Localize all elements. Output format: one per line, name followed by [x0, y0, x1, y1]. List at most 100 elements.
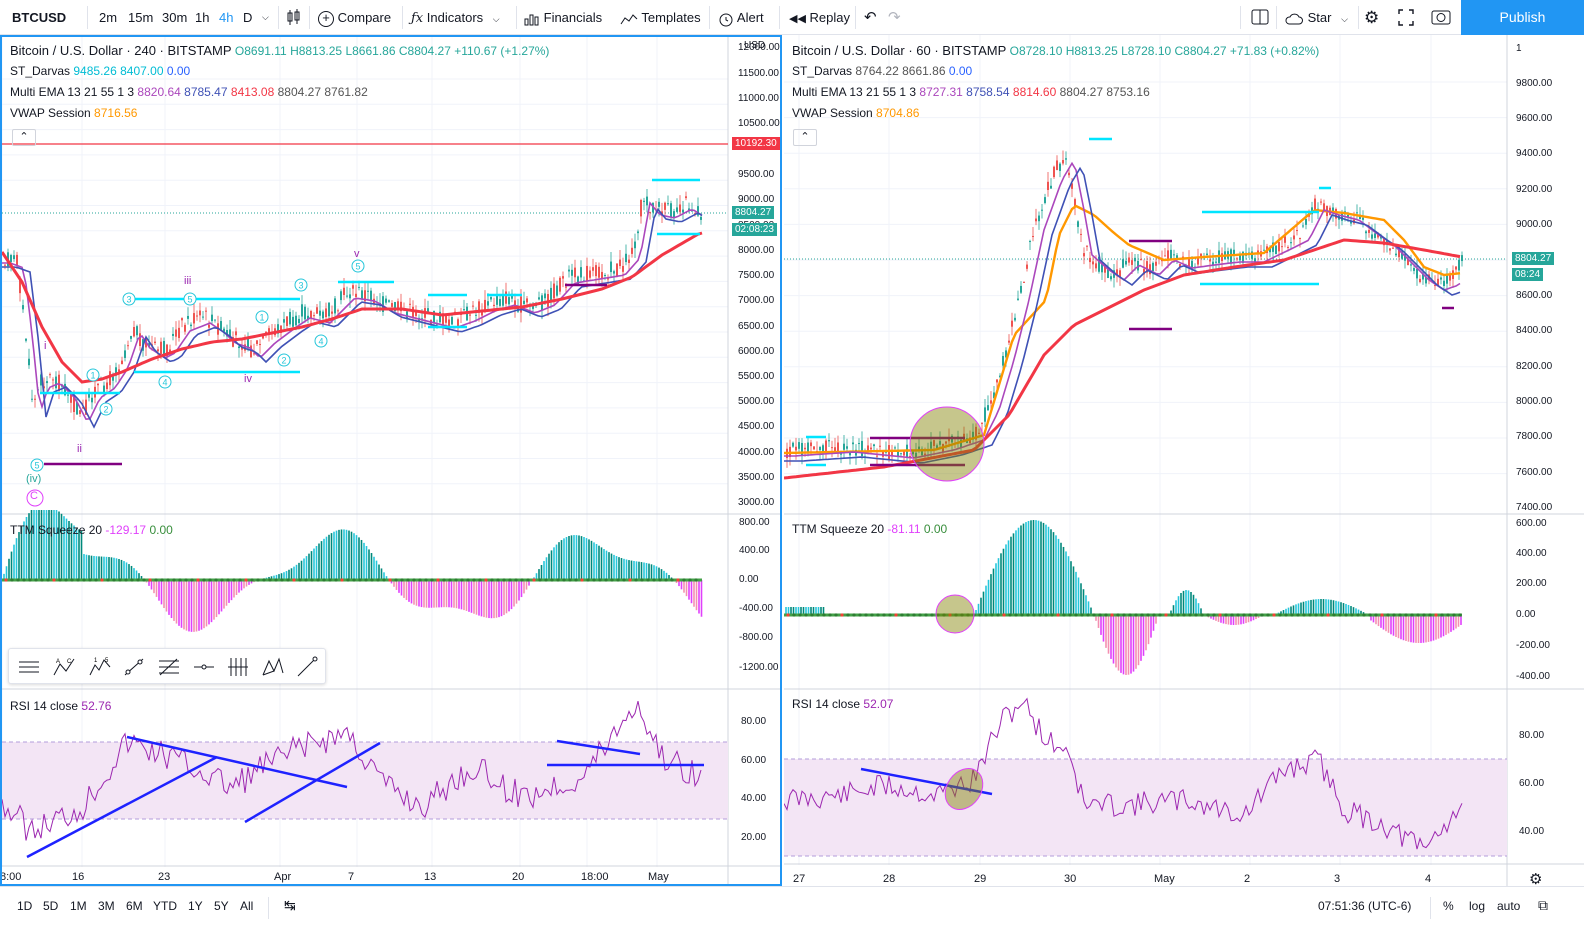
range-1y[interactable]: 1Y [188, 899, 203, 913]
symbol-search[interactable]: BTCUSD [12, 10, 67, 25]
horizontal-ray-icon[interactable] [192, 655, 216, 679]
compare-button[interactable]: + Compare [318, 0, 391, 35]
left-high: H8813.25 [290, 44, 343, 58]
line-tool-icon[interactable] [295, 655, 319, 679]
left-legend-ema[interactable]: Multi EMA 13 21 55 1 3 8820.64 8785.47 8… [10, 85, 368, 99]
squeeze-dot [508, 578, 512, 582]
range-3m[interactable]: 3M [98, 899, 115, 913]
right-legend-vwap[interactable]: VWAP Session 8704.86 [792, 106, 919, 120]
collapse-legend-button[interactable]: ⌃ [793, 129, 817, 146]
collapse-legend-button[interactable]: ⌃ [12, 129, 36, 146]
candle-body [295, 315, 297, 326]
left-price-tick-label: 7000.00 [738, 295, 775, 306]
left-time-label: 20 [512, 871, 525, 883]
fullscreen-icon[interactable] [1398, 0, 1414, 35]
right-time-label: 27 [793, 873, 806, 885]
goto-date-icon[interactable]: ↹ [284, 897, 296, 913]
left-currency-label: USD [744, 40, 766, 51]
templates-button[interactable]: Templates [620, 0, 701, 35]
candle-style-icon[interactable] [286, 0, 302, 35]
range-ytd[interactable]: YTD [153, 899, 177, 913]
right-price-tick-label: 8400.00 [1516, 325, 1553, 336]
range-all[interactable]: All [240, 899, 254, 913]
candle-body [891, 450, 893, 457]
left-legend-ttm[interactable]: TTM Squeeze 20 -129.17 0.00 [10, 523, 173, 537]
interval-4h[interactable]: 4h [219, 10, 234, 25]
candle-body [679, 204, 681, 212]
star-button[interactable]: Star ⌵ [1284, 0, 1348, 35]
redo-icon[interactable]: ↷ [888, 9, 901, 26]
left-legend-rsi[interactable]: RSI 14 close 52.76 [10, 699, 111, 713]
interval-1h[interactable]: 1h [195, 10, 210, 25]
candle-body [505, 291, 507, 304]
replay-button[interactable]: ◀◀ Replay [789, 0, 850, 35]
candle-body [163, 340, 165, 356]
alert-price-tag[interactable]: 10192.30 [732, 137, 780, 150]
right-chart-canvas[interactable] [784, 35, 1584, 886]
left-price-tick-label: 4000.00 [738, 447, 775, 458]
fullscreen-corner-icon[interactable]: ⧉ [1538, 897, 1548, 913]
interval-30m[interactable]: 30m [162, 10, 188, 25]
candle-body [1269, 247, 1271, 253]
range-5d[interactable]: 5D [43, 899, 59, 913]
right-legend-ttm[interactable]: TTM Squeeze 20 -81.11 0.00 [792, 522, 947, 536]
candle-body [1077, 221, 1079, 227]
right-chart-pane[interactable]: Bitcoin / U.S. Dollar · 60 · BITSTAMP O8… [784, 35, 1584, 886]
squeeze-dot [70, 578, 74, 582]
squeeze-dot [466, 578, 470, 582]
candle-body [975, 426, 977, 440]
indicators-button[interactable]: ƒx Indicators ⌵ [411, 0, 500, 35]
chevron-down-icon[interactable]: ⌵ [262, 12, 269, 22]
left-legend-vwap[interactable]: VWAP Session 8716.56 [10, 106, 137, 120]
squeeze-dot [1332, 613, 1336, 617]
interval-15m[interactable]: 15m [128, 10, 154, 25]
star-label: Star [1307, 10, 1332, 25]
range-5y[interactable]: 5Y [214, 899, 229, 913]
horizontal-lines-icon[interactable] [17, 655, 41, 679]
clock[interactable]: 07:51:36 (UTC-6) [1318, 899, 1412, 913]
gear-icon[interactable]: ⚙ [1529, 871, 1543, 886]
auto-toggle[interactable]: auto [1497, 899, 1521, 913]
right-legend-rsi[interactable]: RSI 14 close 52.07 [792, 697, 893, 711]
publish-button[interactable]: Publish [1461, 0, 1584, 35]
alert-button[interactable]: Alert [718, 0, 764, 35]
candle-body [508, 297, 510, 305]
candle-body [313, 315, 315, 317]
squeeze-dot [538, 578, 542, 582]
right-legend-darvas[interactable]: ST_Darvas 8764.22 8661.86 0.00 [792, 64, 972, 78]
squeeze-dot [1098, 613, 1102, 617]
gear-icon[interactable]: ⚙ [1364, 8, 1380, 27]
xabcd-pattern-icon[interactable] [261, 655, 285, 679]
squeeze-dot [1014, 613, 1018, 617]
candle-body [598, 266, 600, 278]
interval-2m[interactable]: 2m [99, 10, 118, 25]
candle-body [1272, 242, 1274, 252]
trend-line-icon[interactable] [122, 655, 146, 679]
squeeze-dot [208, 578, 212, 582]
right-legend-ema[interactable]: Multi EMA 13 21 55 1 3 8727.31 8758.54 8… [792, 85, 1150, 99]
wave-label: iii [184, 275, 192, 287]
squeeze-dot [226, 578, 230, 582]
wave-number-label: 5 [34, 461, 39, 471]
fib-retracement-icon[interactable] [157, 655, 181, 679]
range-1m[interactable]: 1M [70, 899, 87, 913]
candle-body [673, 211, 675, 218]
log-toggle[interactable]: log [1469, 899, 1486, 913]
financials-button[interactable]: Financials [524, 0, 602, 35]
vertical-lines-icon[interactable] [226, 655, 250, 679]
squeeze-dot [846, 613, 850, 617]
range-6m[interactable]: 6M [126, 899, 143, 913]
undo-icon[interactable]: ↶ [864, 9, 877, 26]
camera-icon[interactable] [1431, 0, 1451, 35]
squeeze-dot [1158, 613, 1162, 617]
percent-toggle[interactable]: % [1443, 899, 1454, 913]
interval-d[interactable]: D [243, 10, 253, 25]
range-1d[interactable]: 1D [17, 899, 33, 913]
layout-icon[interactable] [1251, 0, 1269, 35]
squeeze-dot [1122, 613, 1126, 617]
left-legend-darvas[interactable]: ST_Darvas 9485.26 8407.00 0.00 [10, 64, 190, 78]
